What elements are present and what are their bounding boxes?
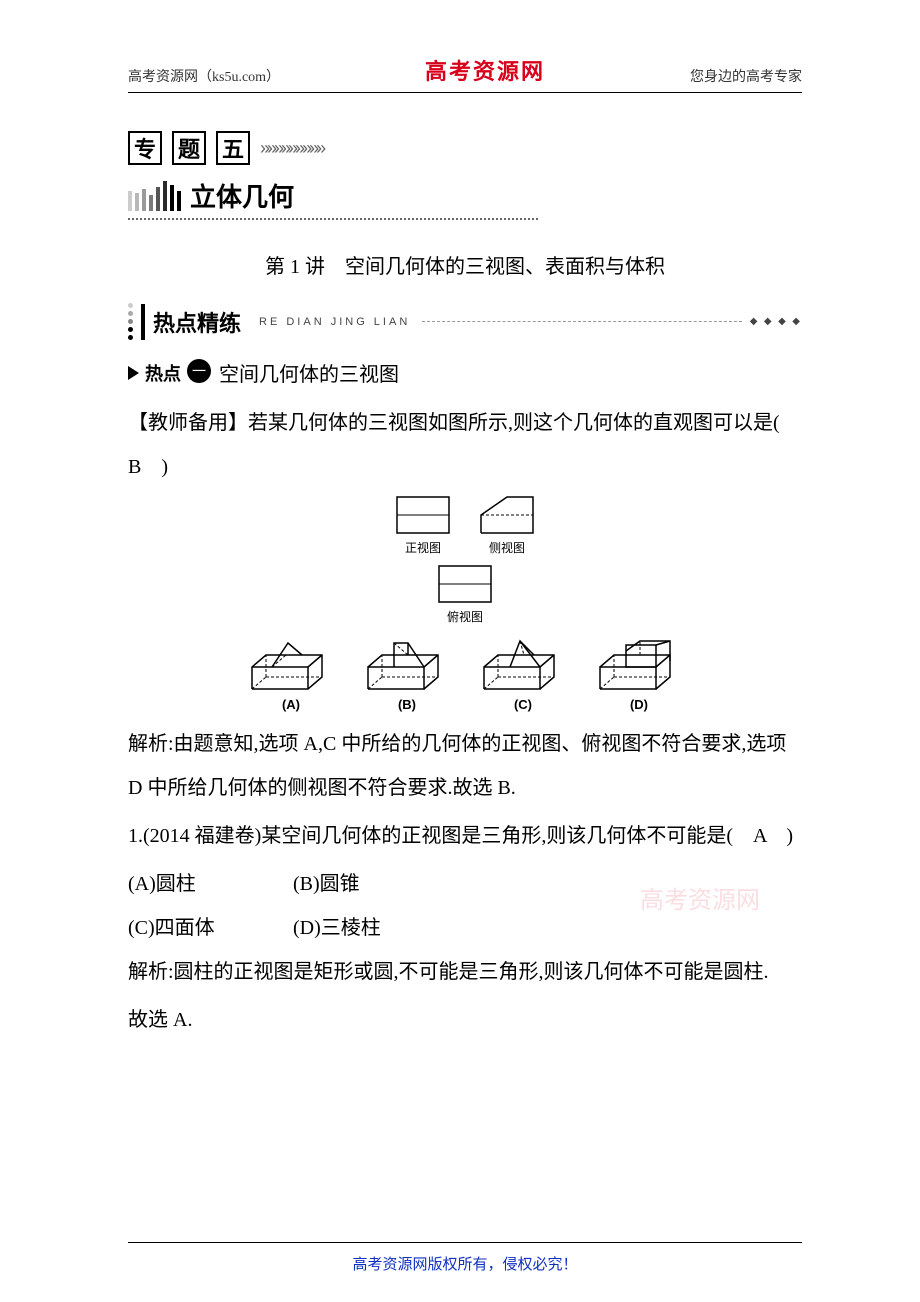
hotpoint-text: 空间几何体的三视图	[219, 358, 399, 387]
hotpoint-number-badge: 一	[187, 359, 211, 383]
lecture-title: 第 1 讲 空间几何体的三视图、表面积与体积	[128, 250, 802, 279]
topic-char-2: 题	[172, 131, 206, 165]
teacher-solution: 解析:由题意知,选项 A,C 中所给的几何体的正视图、俯视图不符合要求,选项 D…	[128, 722, 802, 810]
header-right: 您身边的高考专家	[690, 66, 802, 86]
topic-row: 专 题 五 »»»»»»»»»	[128, 131, 802, 165]
header-left: 高考资源网（ks5u.com）	[128, 66, 280, 86]
q1-opt-a: (A)圆柱	[128, 862, 288, 906]
q1-opt-b: (B)圆锥	[293, 862, 360, 906]
three-views-diagram: 正视图 侧视图 俯视图	[128, 495, 802, 712]
bars-icon	[128, 181, 184, 211]
option-b-solid-icon	[364, 637, 450, 693]
hot-label: 热点精练	[141, 304, 251, 340]
q1-solution-2: 故选 A.	[128, 998, 802, 1042]
teacher-question: 【教师备用】若某几何体的三视图如图所示,则这个几何体的直观图可以是( B )	[128, 401, 802, 489]
dashed-rule	[128, 218, 538, 220]
dots-icon	[128, 303, 133, 340]
front-view-label: 正视图	[405, 539, 441, 556]
option-b-label: (B)	[398, 697, 416, 712]
page-footer: 高考资源网版权所有，侵权必究！	[128, 1242, 802, 1274]
q1-solution-1: 解析:圆柱的正视图是矩形或圆,不可能是三角形,则该几何体不可能是圆柱.	[128, 950, 802, 994]
q1-opt-c: (C)四面体	[128, 906, 288, 950]
top-view-icon	[437, 564, 493, 604]
q1-stem: 1.(2014 福建卷)某空间几何体的正视图是三角形,则该几何体不可能是( A …	[128, 814, 802, 858]
option-d-label: (D)	[630, 697, 648, 712]
subject-title: 立体几何	[190, 177, 294, 214]
dashed-line	[422, 321, 741, 322]
option-d-solid-icon	[596, 637, 682, 693]
play-icon	[128, 366, 139, 380]
side-view-icon	[479, 495, 535, 535]
page-header: 高考资源网（ks5u.com） 高考资源网 您身边的高考专家	[128, 0, 802, 93]
hot-practice-row: 热点精练 RE DIAN JING LIAN ◆ ◆ ◆ ◆	[128, 303, 802, 340]
top-view-label: 俯视图	[447, 608, 483, 625]
chevrons-icon: »»»»»»»»»	[260, 138, 323, 159]
side-view-label: 侧视图	[489, 539, 525, 556]
topic-char-3: 五	[216, 131, 250, 165]
topic-char-1: 专	[128, 131, 162, 165]
subject-row: 立体几何	[128, 177, 802, 214]
hot-pinyin: RE DIAN JING LIAN	[259, 316, 410, 328]
option-a-label: (A)	[282, 697, 300, 712]
option-c-label: (C)	[514, 697, 532, 712]
q1-options-row2: (C)四面体 (D)三棱柱	[128, 906, 802, 950]
footer-text: 高考资源网版权所有，侵权必究！	[352, 1257, 577, 1273]
hotpoint-1-row: 热点 一 空间几何体的三视图	[128, 358, 802, 387]
q1-options-row1: (A)圆柱 (B)圆锥	[128, 862, 802, 906]
header-center: 高考资源网	[425, 54, 545, 86]
option-c-solid-icon	[480, 637, 566, 693]
diamonds-icon: ◆ ◆ ◆ ◆	[750, 316, 802, 327]
front-view-icon	[395, 495, 451, 535]
option-a-solid-icon	[248, 637, 334, 693]
hotpoint-prefix: 热点	[145, 360, 181, 386]
content-area: 专 题 五 »»»»»»»»» 立体几何 第 1 讲 空间几何体的三视图、表面积…	[0, 93, 920, 1042]
q1-opt-d: (D)三棱柱	[293, 906, 381, 950]
